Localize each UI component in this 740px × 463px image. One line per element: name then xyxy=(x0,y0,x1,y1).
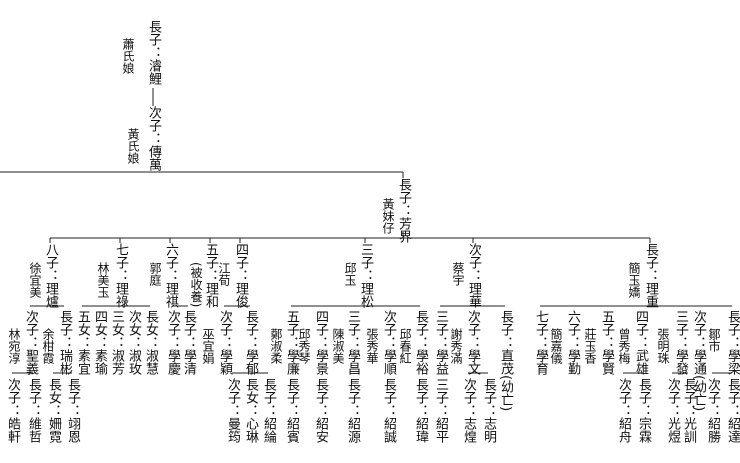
spouse-name: 江荀 xyxy=(217,262,231,286)
person-name: 五子：理和 xyxy=(203,243,218,308)
person-name: 長子：志明 xyxy=(481,378,496,443)
person-name: 四子：武雄 xyxy=(633,310,648,375)
person-name: 長子：紹賓 xyxy=(284,378,299,443)
person-name: 四子：理俊 xyxy=(233,243,248,308)
spouse-name: 林宛淳 xyxy=(7,328,21,364)
person-name: 次子：傳萬 xyxy=(146,106,161,171)
person-name: 五子：學廉 xyxy=(284,310,299,375)
person-name: 長子：學梁 xyxy=(725,310,740,375)
person-name: 四女：素瑜 xyxy=(92,310,107,375)
person-name: 長子：紹源 xyxy=(345,378,360,443)
spouse-name: 張秀華 xyxy=(365,328,379,364)
person-name: 長子：學郁 xyxy=(243,310,258,375)
spouse-name: 鄭淑柔 xyxy=(269,328,283,364)
spouse-name: 莊玉香 xyxy=(583,328,597,364)
spouse-name: 邱玉 xyxy=(343,262,357,286)
spouse-name: 黃妹仔 xyxy=(381,198,395,234)
person-name: 長子：直茂(幼亡) xyxy=(498,310,513,412)
person-name: 次子：學慶 xyxy=(165,310,180,375)
person-name: 長子：紹誠 xyxy=(381,378,396,443)
person-name: 八子：理爐 xyxy=(43,243,58,308)
person-name: 長女：姍霓 xyxy=(46,378,61,443)
person-name: 次女：淑玫 xyxy=(126,310,141,375)
spouse-name: 巫宜娟 xyxy=(201,328,215,364)
spouse-name: 簡嘉儀 xyxy=(549,328,563,364)
person-name: 次子：紹勝 xyxy=(705,378,720,443)
person-name: 長子：光訓 xyxy=(681,378,696,443)
spouse-name: 蕭氏娘 xyxy=(121,38,135,74)
spouse-name: 張明珠 xyxy=(656,328,670,364)
spouse-name: (被收養) xyxy=(189,262,203,308)
person-name: 長子：翊恩 xyxy=(65,378,80,443)
spouse-name: 余柑霞 xyxy=(41,328,55,364)
spouse-name: 林美玉 xyxy=(96,262,110,298)
spouse-name: 曾秀梅 xyxy=(617,328,631,364)
person-name: 次子：紹舟 xyxy=(616,378,631,443)
person-name: 長子：宗霖 xyxy=(636,378,651,443)
person-name: 次子：曼筠 xyxy=(225,378,240,443)
person-name: 長子：學清 xyxy=(181,310,196,375)
person-name: 次子：學通(幼亡) xyxy=(691,310,706,412)
spouse-name: 謝秀滿 xyxy=(449,328,463,364)
person-name: 三子：理松 xyxy=(358,243,373,308)
person-name: 長子：濬鯉 xyxy=(146,20,161,85)
spouse-name: 陳淑美 xyxy=(331,328,345,364)
person-name: 長子：紹達 xyxy=(725,378,740,443)
person-name: 次子：學文 xyxy=(465,310,480,375)
person-name: 三子：紹平 xyxy=(433,378,448,443)
spouse-name: 郭庭 xyxy=(148,262,162,286)
person-name: 長子：紹安 xyxy=(313,378,328,443)
person-name: 次子：光煜 xyxy=(665,378,680,443)
person-name: 長子：學裕 xyxy=(413,310,428,375)
person-name: 三子：學益 xyxy=(433,310,448,375)
person-name: 七子：理祿 xyxy=(113,243,128,308)
person-name: 長子：瑞彬 xyxy=(57,310,72,375)
spouse-name: 黃氏娘 xyxy=(126,128,140,164)
spouse-name: 簡玉嬌 xyxy=(627,262,641,298)
person-name: 六子：學勤 xyxy=(565,310,580,375)
spouse-name: 蔡宇 xyxy=(451,262,465,286)
spouse-name: 邱秀琴 xyxy=(297,328,311,364)
person-name: 三子：學發 xyxy=(673,310,688,375)
person-name: 次子：皓軒 xyxy=(5,378,20,443)
person-name: 長女：心琳 xyxy=(243,378,258,443)
person-name: 長子：維哲 xyxy=(26,378,41,443)
person-name: 次子：聖義 xyxy=(23,310,38,375)
person-name: 次子：學穎 xyxy=(217,310,232,375)
person-name: 六子：理祺 xyxy=(163,243,178,308)
person-name: 三子：學昌 xyxy=(345,310,360,375)
spouse-name: 徐宜美 xyxy=(28,262,42,298)
person-name: 四子：學景 xyxy=(313,310,328,375)
spouse-name: 邱春紅 xyxy=(398,328,412,364)
person-name: 長子：芳界 xyxy=(396,178,411,243)
person-name: 長子：紹瑋 xyxy=(413,378,428,443)
person-name: 五女：素宜 xyxy=(75,310,90,375)
person-name: 長子：理重 xyxy=(643,243,658,308)
person-name: 次子：理華 xyxy=(466,243,481,308)
person-name: 長女：淑慧 xyxy=(143,310,158,375)
person-name: 次子：志煌 xyxy=(461,378,476,443)
person-name: 七子：學育 xyxy=(533,310,548,375)
person-name: 五子：學賢 xyxy=(599,310,614,375)
person-name: 長子：紹綸 xyxy=(261,378,276,443)
spouse-name: 鄒市 xyxy=(707,328,721,352)
person-name: 三女：淑芳 xyxy=(109,310,124,375)
person-name: 次子：學順 xyxy=(381,310,396,375)
